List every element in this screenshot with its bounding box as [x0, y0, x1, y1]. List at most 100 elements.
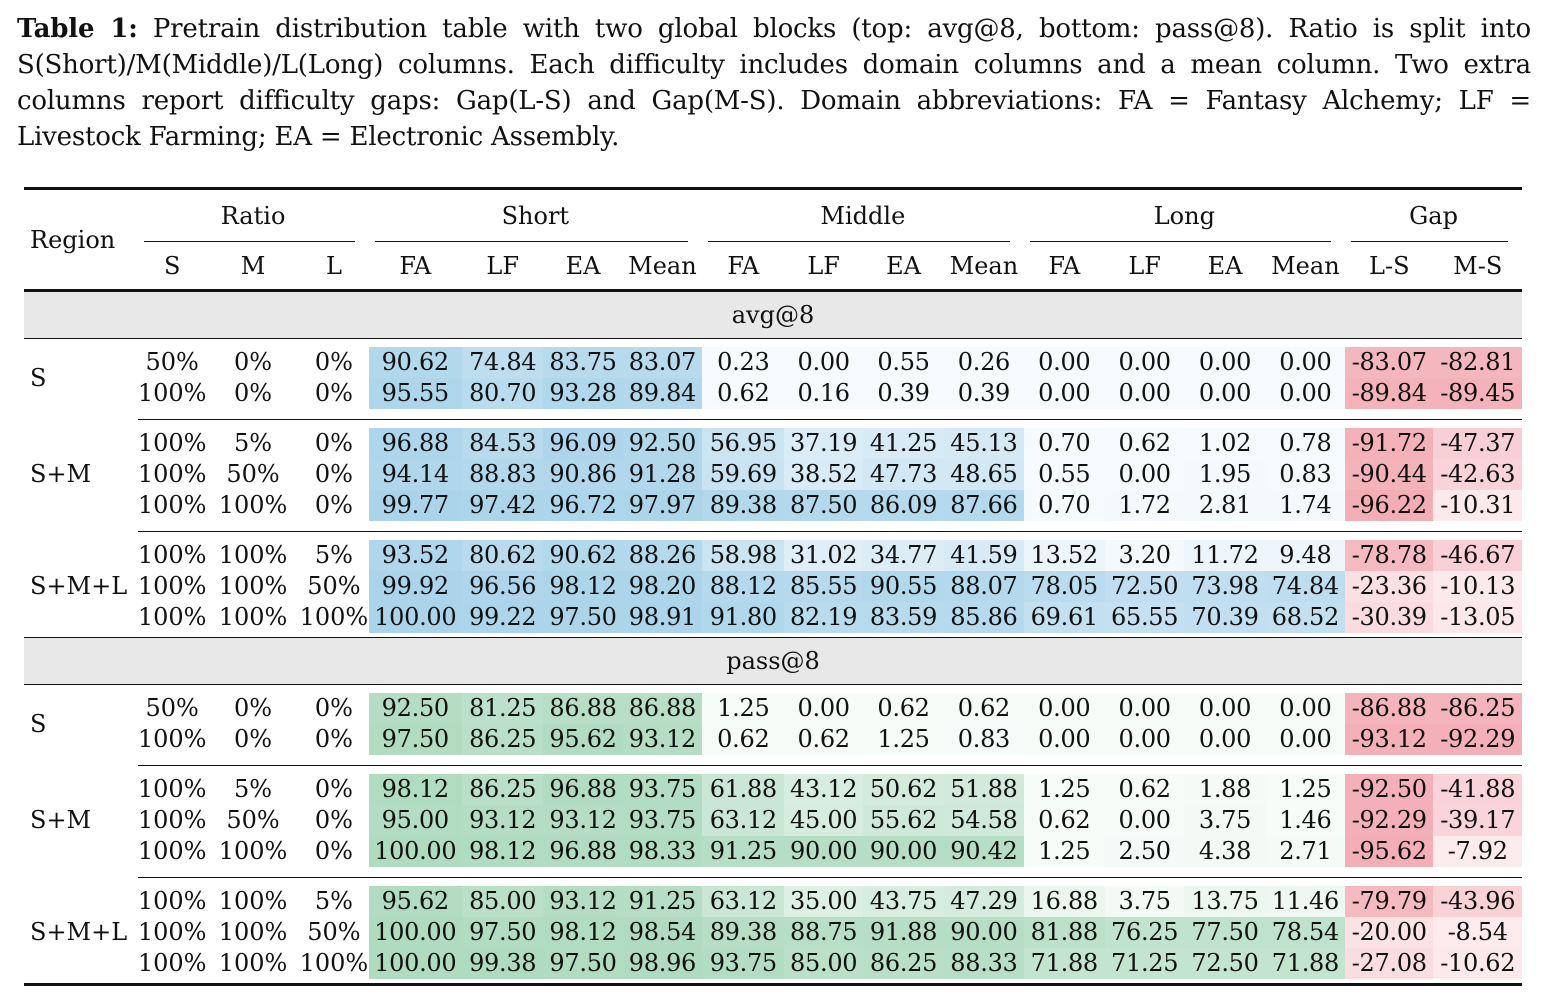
ratio-cell: 100%: [137, 379, 207, 407]
ratio-cell: 50%: [307, 572, 361, 600]
gap-cell: -46.67: [1433, 540, 1522, 571]
table-row: 100% 100% 100% 100.00 99.38 97.50 98.96 93.75 85…: [24, 948, 1522, 979]
middle-cell: 41.59: [944, 540, 1024, 571]
block-title-row: pass@8: [24, 637, 1522, 685]
ratio-m-header: M: [240, 251, 266, 280]
long-cell: 13.75: [1184, 886, 1266, 917]
ratio-cell: 0%: [234, 725, 273, 753]
table-row: 100% 100% 0% 99.77 97.42 96.72 97.97 89.38 87.50…: [24, 490, 1522, 521]
middle-cell: 88.12: [702, 571, 785, 602]
gap-cell: -91.72: [1345, 428, 1434, 459]
long-cell: 1.25: [1023, 836, 1105, 867]
short-cell: 81.25: [462, 693, 544, 724]
gap-cell: -82.81: [1433, 347, 1522, 378]
ratio-cell: 100%: [137, 460, 207, 488]
ratio-cell: 0%: [234, 348, 273, 376]
table-row: 100% 50% 0% 94.14 88.83 90.86 91.28 59.69 38.52 4…: [24, 459, 1522, 490]
short-cell: 93.12: [543, 805, 623, 836]
gap-cell: -79.79: [1345, 886, 1434, 917]
table-row: S 50% 0% 0% 90.62 74.84 83.75 83.07 0.23 0.00 0.55…: [24, 347, 1522, 392]
long-cell: 9.48: [1265, 540, 1346, 571]
ratio-cell: 100%: [299, 949, 369, 977]
long-cell: 0.00: [1023, 693, 1105, 724]
middle-fa-header: FA: [727, 251, 760, 280]
ratio-cell: 50%: [307, 918, 361, 946]
middle-cell: 88.75: [784, 917, 863, 948]
gap-cell: -86.25: [1433, 693, 1522, 724]
long-cell: 0.00: [1265, 693, 1346, 724]
gap-cell: -92.29: [1433, 724, 1522, 755]
middle-cell: 87.66: [944, 490, 1024, 521]
short-cell: 86.88: [543, 693, 623, 724]
ratio-cell: 100%: [137, 491, 207, 519]
long-fa-header: FA: [1048, 251, 1081, 280]
middle-cell: 54.58: [944, 805, 1024, 836]
long-cell: 0.00: [1265, 378, 1346, 409]
long-cell: 0.70: [1023, 428, 1105, 459]
gap-cell: -8.54: [1433, 917, 1522, 948]
table-row: 100% 100% 50% 100.00 97.50 98.12 98.54 89.38 88.…: [24, 917, 1522, 948]
block-title: pass@8: [24, 637, 1522, 685]
ratio-cell: 100%: [137, 806, 207, 834]
long-cell: 0.55: [1023, 459, 1105, 490]
middle-cell: 47.29: [944, 886, 1024, 917]
middle-lf-header: LF: [807, 251, 840, 280]
long-group-header: Long: [1024, 189, 1345, 242]
gap-cell: -86.88: [1345, 693, 1434, 724]
short-ea-header: EA: [565, 251, 601, 280]
long-cell: 2.71: [1265, 836, 1346, 867]
short-cell: 95.55: [368, 378, 462, 409]
short-cell: 93.75: [622, 805, 703, 836]
long-cell: 65.55: [1104, 602, 1185, 633]
gap-cell: -30.39: [1345, 602, 1434, 633]
gap-cell: -83.07: [1345, 347, 1434, 378]
short-cell: 86.88: [622, 693, 703, 724]
ratio-cell: 100%: [137, 887, 207, 915]
short-cell: 98.54: [622, 917, 703, 948]
middle-cell: 1.25: [862, 724, 945, 755]
table-row: 100% 100% 0% 100.00 98.12 96.88 98.33 91.25 90.0…: [24, 836, 1522, 867]
long-cell: 1.74: [1265, 490, 1346, 521]
caption-label: Table 1:: [17, 14, 138, 44]
gap-cell: -42.63: [1433, 459, 1522, 490]
long-cell: 1.88: [1184, 774, 1266, 805]
middle-cell: 91.80: [702, 602, 785, 633]
middle-cell: 63.12: [702, 886, 785, 917]
short-cell: 92.50: [368, 693, 462, 724]
middle-cell: 38.52: [784, 459, 863, 490]
short-cell: 95.62: [543, 724, 623, 755]
long-cell: 0.70: [1023, 490, 1105, 521]
middle-cell: 0.83: [944, 724, 1024, 755]
table-row: S 50% 0% 0% 92.50 81.25 86.88 86.88 1.25 0.00 0.62…: [24, 693, 1522, 738]
long-cell: 11.46: [1265, 886, 1346, 917]
middle-cell: 88.07: [944, 571, 1024, 602]
long-cell: 69.61: [1023, 602, 1105, 633]
middle-cell: 89.38: [702, 490, 785, 521]
short-cell: 93.28: [543, 378, 623, 409]
short-cell: 90.62: [368, 347, 462, 378]
short-cell: 96.88: [543, 774, 623, 805]
middle-cell: 83.59: [862, 602, 945, 633]
short-cell: 97.50: [543, 602, 623, 633]
short-mean-header: Mean: [628, 251, 697, 280]
middle-cell: 56.95: [702, 428, 785, 459]
middle-cell: 1.25: [702, 693, 785, 724]
middle-cell: 0.23: [702, 347, 785, 378]
long-cell: 71.25: [1104, 948, 1185, 979]
long-cell: 0.00: [1265, 347, 1346, 378]
table-row: 100% 50% 0% 95.00 93.12 93.12 93.75 63.12 45.00 5…: [24, 805, 1522, 836]
short-cell: 98.33: [622, 836, 703, 867]
ratio-cell: 100%: [137, 949, 207, 977]
region-label: S: [30, 363, 47, 392]
short-cell: 97.42: [462, 490, 544, 521]
short-cell: 99.77: [368, 490, 462, 521]
long-cell: 1.72: [1104, 490, 1185, 521]
long-cell: 0.00: [1104, 347, 1185, 378]
short-cell: 100.00: [368, 836, 462, 867]
middle-cell: 55.62: [862, 805, 945, 836]
ratio-cell: 100%: [218, 918, 288, 946]
middle-ea-header: EA: [886, 251, 921, 280]
long-cell: 78.05: [1023, 571, 1105, 602]
block-title: avg@8: [24, 290, 1522, 339]
middle-cell: 85.86: [944, 602, 1024, 633]
